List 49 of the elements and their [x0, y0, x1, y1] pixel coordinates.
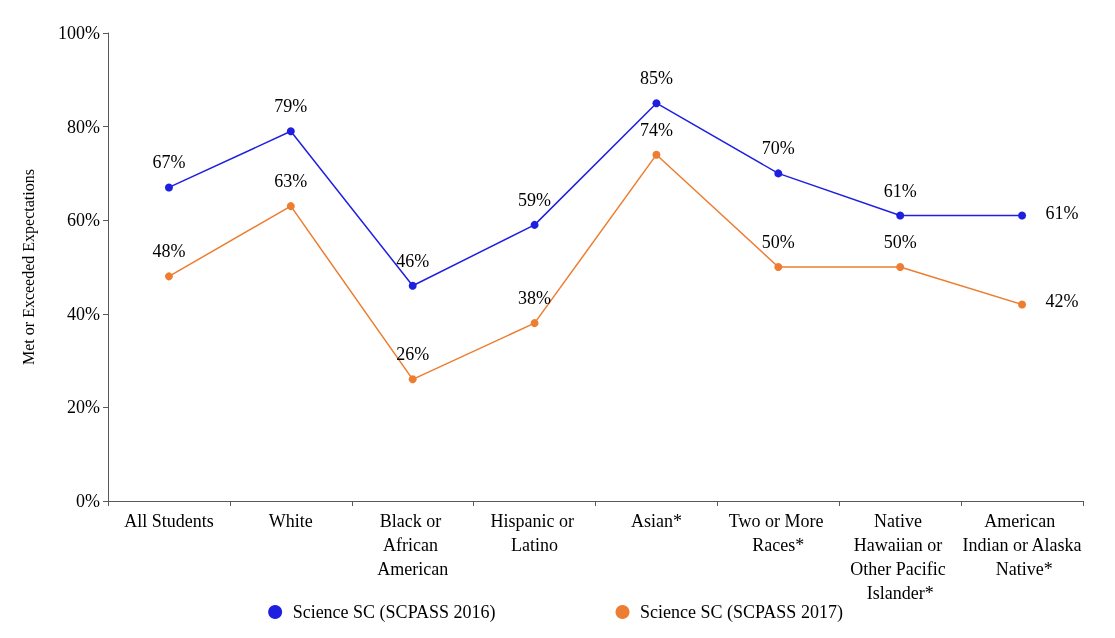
data-label: 74%	[639, 119, 673, 140]
x-tick-label: White	[268, 511, 313, 531]
data-label: 70%	[761, 138, 795, 159]
y-tick-label: 80%	[67, 116, 100, 137]
data-label: 61%	[883, 180, 917, 201]
y-tick-label: 100%	[58, 23, 100, 43]
x-tick-label: Asian*	[630, 511, 682, 531]
legend-label: Science SC (SCPASS 2016)	[292, 602, 496, 623]
point	[652, 99, 661, 108]
data-label: 61%	[1045, 202, 1079, 223]
x-tick-label: All Students	[124, 511, 214, 531]
point	[286, 202, 295, 211]
x-tick-label: Black or African American	[377, 511, 449, 579]
point	[164, 183, 173, 192]
y-tick-label: 60%	[67, 210, 100, 231]
point	[896, 211, 905, 220]
y-axis-title: Met or Exceeded Expectations	[19, 169, 38, 365]
x-tick-label: Native Hawaiian or Other Pacific Islander*	[850, 511, 951, 603]
point	[1018, 300, 1027, 309]
data-label: 59%	[518, 189, 552, 210]
y-tick-label: 20%	[67, 397, 100, 418]
x-tick-label: Two or More Races*	[728, 511, 828, 555]
legend-label: Science SC (SCPASS 2017)	[640, 602, 843, 623]
data-label: 50%	[883, 232, 917, 252]
data-label: 85%	[639, 68, 673, 89]
point	[286, 127, 295, 136]
y-tick-label: 40%	[67, 303, 100, 324]
point	[774, 263, 783, 271]
point	[408, 281, 417, 290]
point	[164, 272, 173, 281]
y-tick-label: 0%	[76, 491, 100, 511]
data-label: 67%	[152, 152, 186, 173]
data-label: 38%	[518, 288, 552, 309]
data-label: 63%	[274, 171, 308, 192]
data-label: 48%	[152, 241, 186, 262]
point	[530, 220, 539, 229]
point	[1018, 211, 1027, 220]
data-label: 42%	[1045, 291, 1079, 312]
data-label: 26%	[396, 344, 430, 365]
data-label: 79%	[274, 96, 308, 117]
point	[896, 263, 905, 271]
x-tick-label: Hispanic or Latino	[490, 511, 579, 555]
data-label: 50%	[761, 232, 795, 252]
data-label: 46%	[396, 250, 430, 271]
point	[652, 150, 661, 159]
point	[408, 375, 417, 384]
x-tick-label: American Indian or Alaska Native*	[962, 511, 1082, 579]
point	[530, 319, 539, 328]
point	[774, 169, 783, 178]
